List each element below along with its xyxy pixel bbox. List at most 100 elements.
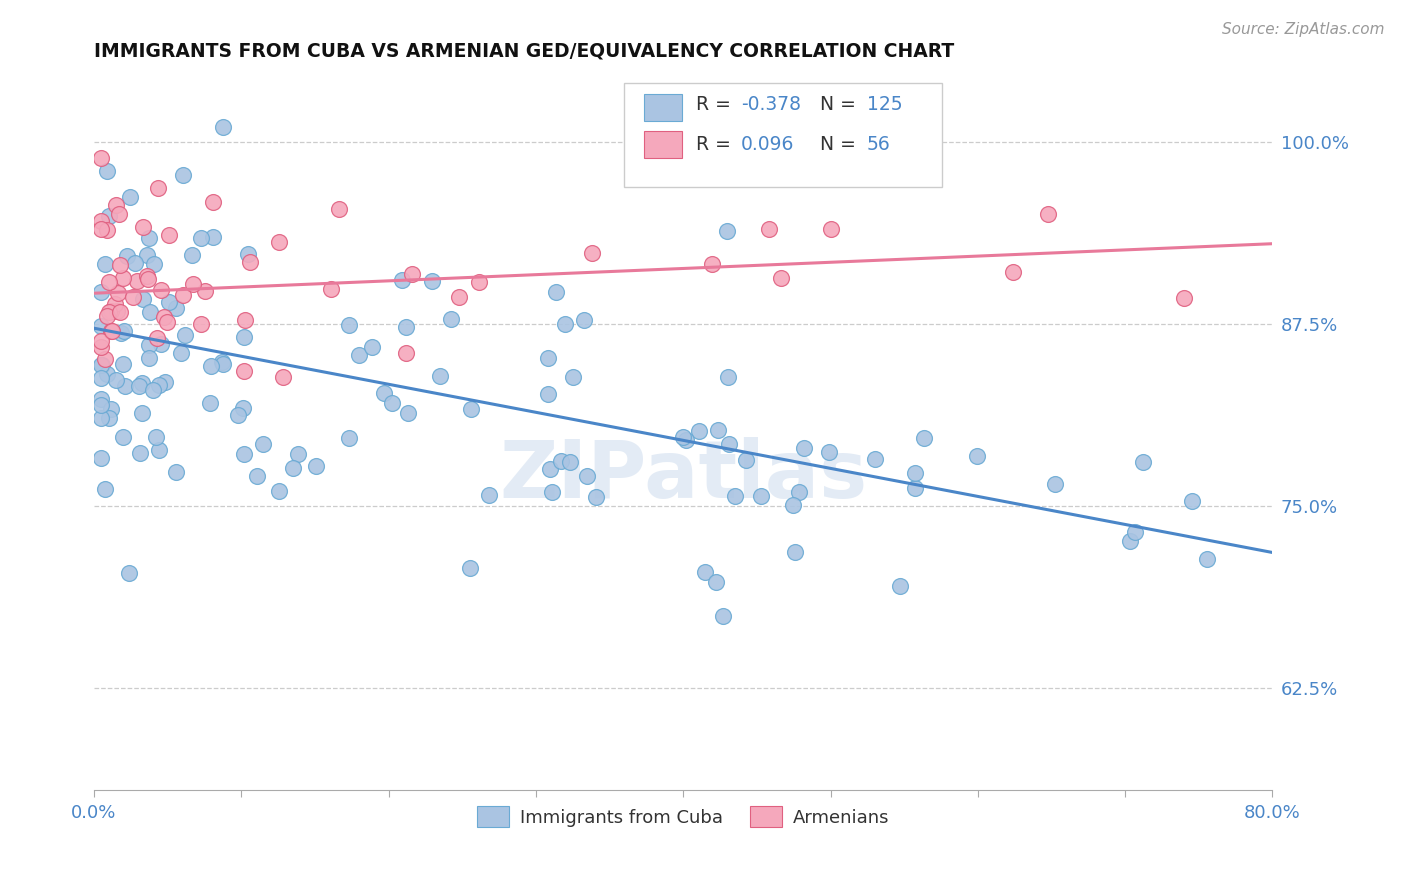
Point [349,347,371,361]
Point [271,370,294,384]
Point [118,566,141,581]
Point [233,312,256,326]
Point [108,305,131,319]
Point [391,273,413,287]
Point [96,163,118,178]
Point [136,268,159,283]
Point [138,351,160,365]
Point [131,376,153,390]
Point [131,292,153,306]
Point [156,315,179,329]
Text: N =: N = [820,95,862,114]
Point [904,481,927,495]
Point [361,340,384,354]
Point [575,469,598,483]
Point [96,222,118,236]
Point [90,222,112,236]
Point [735,453,758,467]
Point [396,407,419,421]
Point [100,324,122,338]
Point [716,224,738,238]
Point [115,250,138,264]
Point [100,303,122,318]
Point [169,345,191,359]
Point [1045,477,1067,491]
Point [90,358,112,372]
Point [107,207,129,221]
Point [718,436,741,450]
Point [554,318,576,332]
Text: ZIPatlas: ZIPatlas [499,437,868,515]
Point [373,385,395,400]
FancyBboxPatch shape [644,94,682,121]
Text: R =: R = [696,135,742,153]
Point [724,489,747,503]
Point [793,442,815,456]
Point [711,608,734,623]
Text: N =: N = [820,135,868,153]
Point [108,258,131,272]
Point [585,490,607,504]
Text: Source: ZipAtlas.com: Source: ZipAtlas.com [1222,22,1385,37]
Point [98,209,121,223]
Point [190,231,212,245]
Point [172,169,194,183]
Point [688,425,710,439]
Point [131,406,153,420]
Point [202,229,225,244]
Point [820,222,842,236]
Point [818,445,841,459]
Point [101,324,124,338]
Point [148,443,170,458]
Point [90,214,112,228]
Point [707,423,730,437]
Point [546,285,568,300]
Point [537,387,560,401]
Point [165,465,187,479]
Point [90,411,112,425]
Point [112,324,135,338]
Point [90,318,112,333]
Point [172,288,194,302]
Text: 125: 125 [868,95,903,114]
Point [152,310,174,324]
Point [538,462,561,476]
Point [181,248,204,262]
Legend: Immigrants from Cuba, Armenians: Immigrants from Cuba, Armenians [470,799,897,834]
Point [200,359,222,373]
Point [173,327,195,342]
Point [1173,291,1195,305]
Point [90,398,112,412]
Point [124,256,146,270]
Point [138,230,160,244]
Point [1119,533,1142,548]
Point [128,379,150,393]
Point [401,267,423,281]
Point [136,271,159,285]
Point [90,392,112,406]
Point [770,271,793,285]
Point [468,275,491,289]
Point [704,574,727,589]
Point [146,180,169,194]
Point [903,467,925,481]
Point [122,290,145,304]
Point [287,448,309,462]
Point [863,452,886,467]
Point [190,317,212,331]
Point [200,395,222,409]
Point [1036,207,1059,221]
Point [246,468,269,483]
Point [478,488,501,502]
Point [561,370,583,384]
Point [252,437,274,451]
Point [695,565,717,579]
Point [112,430,135,444]
Point [93,257,115,271]
Point [90,371,112,385]
Point [675,433,697,447]
Point [90,152,112,166]
Point [447,289,470,303]
Point [267,235,290,249]
Point [912,431,935,445]
